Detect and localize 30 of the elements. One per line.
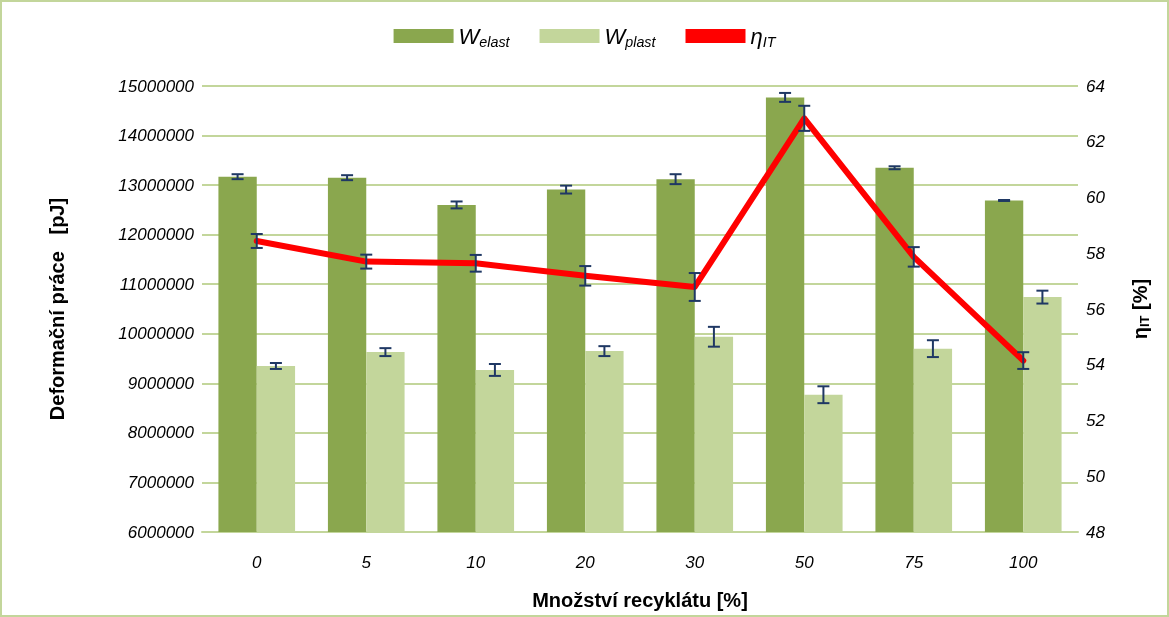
y2-tick-label: 52 [1086,411,1106,430]
y-tick-label: 6000000 [127,522,195,542]
y-tick-label: 7000000 [127,472,195,492]
y2-axis-title: ηIT [%] [1128,278,1152,340]
y2-tick-label: 54 [1086,355,1105,375]
y-tick-label: 13000000 [118,175,195,195]
x-axis-title: Množství recyklátu [%] [532,589,748,611]
y-tick-label: 12000000 [118,225,195,245]
x-tick-label: 30 [685,553,705,572]
y-tick-label: 9000000 [127,373,195,393]
y-tick-label: 8000000 [127,423,195,443]
y2-tick-label: 50 [1086,466,1106,486]
x-tick-label: 75 [904,553,924,572]
x-tick-label: 0 [252,553,263,572]
x-tick-label: 10 [466,553,486,572]
y-tick-label: 15000000 [118,76,195,96]
y2-tick-label: 62 [1086,132,1106,152]
y2-tick-label: 60 [1086,188,1106,207]
x-tick-label: 5 [361,553,372,572]
y-tick-label: 11000000 [119,274,195,294]
y-tick-label: 10000000 [118,324,195,344]
y2-tick-label: 48 [1086,522,1106,542]
x-tick-label: 20 [574,553,596,572]
x-tick-label: 50 [794,553,815,572]
y-axis-title: Deformační práce [pJ] [46,197,68,421]
y-tick-label: 14000000 [118,126,195,146]
y2-tick-label: 56 [1086,299,1106,319]
x-tick-label: 100 [1009,553,1038,572]
y2-tick-label: 58 [1086,243,1106,263]
y2-tick-label: 64 [1086,76,1105,96]
